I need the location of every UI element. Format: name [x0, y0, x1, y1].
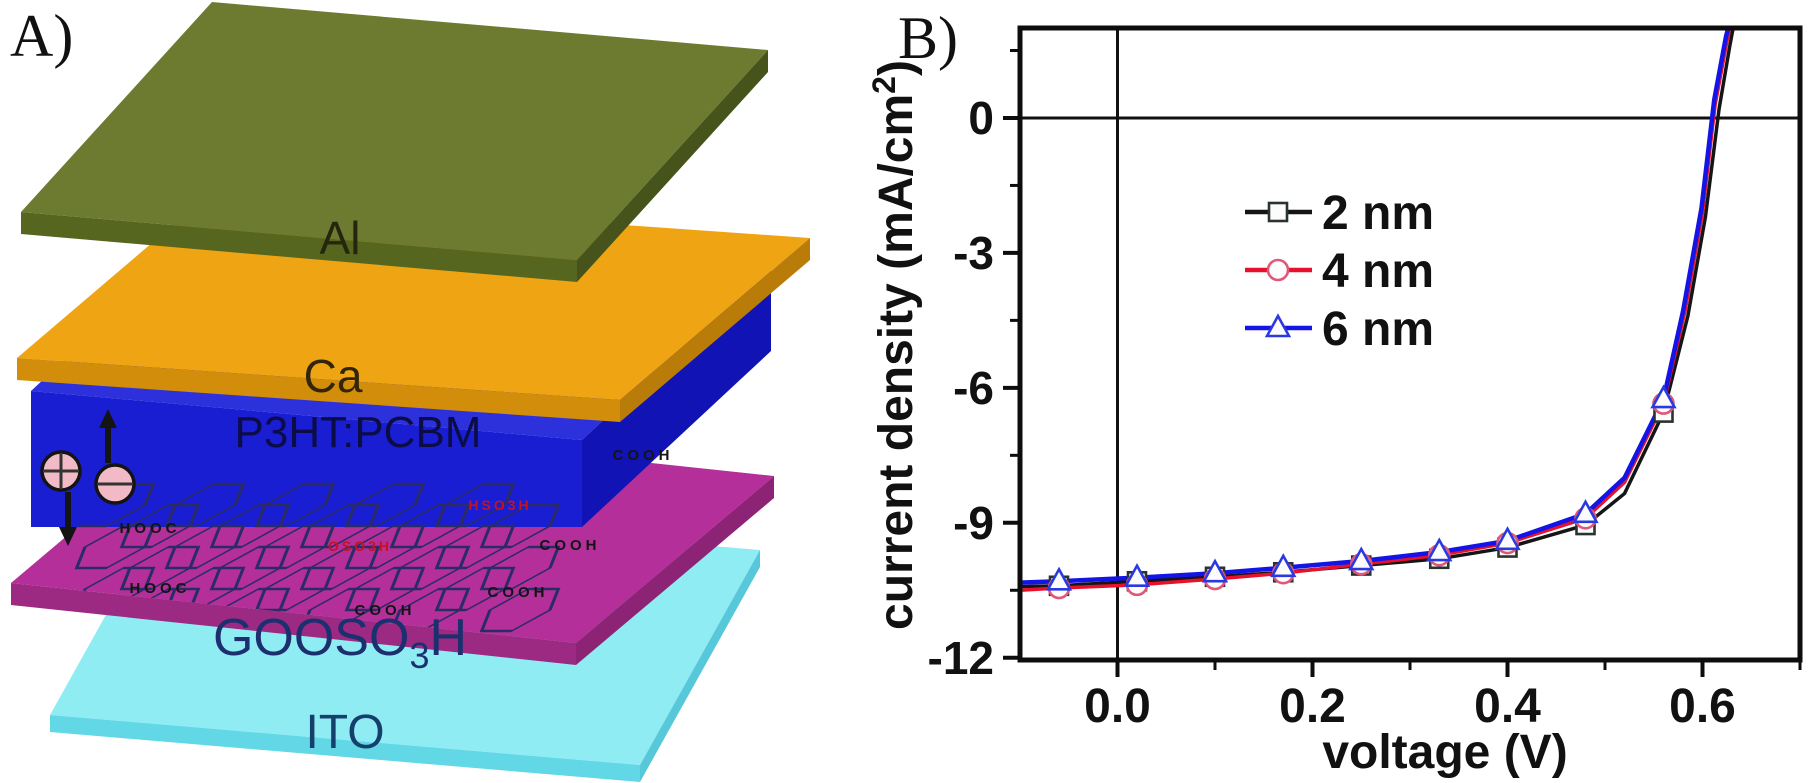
- x-axis-title: voltage (V): [1322, 726, 1567, 779]
- y-tick-label: -3: [953, 227, 994, 279]
- y-axis-title: current density (mA/cm2): [866, 60, 923, 630]
- legend-label: 6 nm: [1322, 303, 1434, 356]
- layer-ca: [17, 196, 810, 422]
- molecule-hexagon: [479, 587, 561, 633]
- gooso3h-side-face: [576, 476, 774, 665]
- molecule-hexagon: [479, 503, 561, 549]
- triangle-marker: [1426, 537, 1453, 562]
- molecule-hso3-label: HSO3H: [468, 497, 531, 513]
- molecule-hexagon: [254, 524, 336, 570]
- triangle-marker: [1201, 558, 1229, 583]
- molecule-hexagon: [299, 545, 381, 591]
- ito-side-face: [640, 550, 760, 782]
- x-tick-label: 0.4: [1474, 680, 1541, 733]
- molecule-cooh-label: COOH: [488, 584, 549, 601]
- legend-item-4nm: 4 nm: [1245, 245, 1434, 298]
- molecule-functional-group-labels: HOOC HOOC COOH COOH COOH COOH HSO3H OSO3H: [120, 447, 674, 619]
- molecule-cooh-label: COOH: [355, 602, 416, 619]
- molecule-hexagon: [389, 503, 471, 549]
- gooso3h-front-face: [11, 583, 576, 665]
- molecule-hexagon: [209, 503, 291, 549]
- triangle-marker: [1650, 384, 1677, 409]
- triangle-marker: [1123, 562, 1151, 587]
- al-top-face: [21, 2, 768, 260]
- triangle-marker: [1348, 546, 1375, 571]
- molecule-cooh-label: COOH: [540, 537, 601, 554]
- ca-layer-label: Ca: [304, 350, 363, 402]
- molecule-hexagon: [344, 524, 426, 570]
- curve-6nm: [1020, 28, 1731, 585]
- axis-ticks: 0 -3 -6 -9 -12 0.0 0.2 0.4 0.6: [928, 48, 1802, 733]
- molecule-hexagon: [434, 524, 516, 570]
- square-marker: [1267, 201, 1289, 223]
- p3ht-front-face: [31, 391, 582, 527]
- charge-carriers: [40, 409, 136, 546]
- layer-al: [21, 2, 768, 282]
- triangle-marker: [1045, 566, 1073, 591]
- molecule-hexagon: [254, 566, 336, 612]
- ito-layer-label: ITO: [305, 706, 384, 759]
- legend-label: 2 nm: [1322, 187, 1434, 240]
- y-tick-label: -9: [953, 497, 994, 549]
- gooso3h-layer-label: GOOSO3H: [213, 609, 467, 676]
- y-tick-label: -6: [953, 362, 994, 414]
- molecule-hexagon: [344, 482, 426, 528]
- molecule-hexagon: [254, 482, 336, 528]
- triangle-marker: [1494, 526, 1521, 551]
- molecule-hexagon: [389, 545, 471, 591]
- legend-item-2nm: 2 nm: [1245, 187, 1434, 240]
- hole-down-arrowhead: [59, 527, 77, 546]
- molecule-cooh-label: COOH: [613, 447, 674, 464]
- molecule-hexagon: [119, 503, 201, 549]
- al-side-face: [577, 50, 768, 282]
- curve-2nm: [1020, 28, 1735, 589]
- ito-front-face: [50, 715, 640, 782]
- panel-b-label: B): [898, 5, 958, 71]
- triangle-marker: [1264, 313, 1292, 338]
- al-layer-label: Al: [320, 212, 361, 264]
- panel-b-jv-curve-chart: 0 -3 -6 -9 -12 0.0 0.2 0.4 0.6 2 nm4 nm6 nm volta…: [866, 5, 1803, 779]
- molecule-hexagon: [344, 566, 426, 612]
- molecule-cooh-label: HOOC: [120, 520, 181, 537]
- data-curves: [1020, 28, 1735, 600]
- molecule-hso3-label: OSO3H: [328, 538, 392, 554]
- x-tick-label: 0.6: [1669, 680, 1736, 733]
- molecule-hexagon: [164, 524, 246, 570]
- x-tick-label: 0.2: [1279, 680, 1346, 733]
- panel-a-device-schematic: HOOC HOOC COOH COOH COOH COOH HSO3H OSO3H Al Ca…: [10, 2, 810, 782]
- panel-a-label: A): [10, 3, 73, 69]
- molecule-hexagon: [209, 545, 291, 591]
- chart-plot-area: 0 -3 -6 -9 -12 0.0 0.2 0.4 0.6 2 nm4 nm6 nm: [928, 25, 1803, 733]
- x-tick-label: 0.0: [1084, 680, 1151, 733]
- legend-item-6nm: 6 nm: [1245, 303, 1434, 356]
- molecule-hexagon: [434, 482, 516, 528]
- legend-label: 4 nm: [1322, 245, 1434, 298]
- molecule-hexagon: [479, 545, 561, 591]
- p3ht-pcbm-layer-label: P3HT:PCBM: [235, 408, 482, 457]
- triangle-marker: [1270, 553, 1297, 578]
- plot-frame: [1017, 25, 1803, 663]
- ca-side-face: [620, 238, 810, 422]
- triangle-marker: [1572, 499, 1599, 524]
- y-tick-label: 0: [968, 92, 994, 144]
- circle-marker: [1266, 258, 1290, 282]
- legend: 2 nm4 nm6 nm: [1245, 187, 1434, 356]
- molecule-hexagon: [74, 524, 156, 570]
- y-tick-label: -12: [928, 632, 994, 684]
- molecule-hexagon: [434, 566, 516, 612]
- molecule-cooh-label: HOOC: [130, 580, 191, 597]
- ca-front-face: [17, 358, 620, 422]
- molecule-hexagon: [299, 503, 381, 549]
- molecule-hexagon: [119, 545, 201, 591]
- electron-up-arrowhead: [99, 409, 117, 428]
- molecule-hexagon: [164, 482, 246, 528]
- al-front-face: [21, 212, 577, 282]
